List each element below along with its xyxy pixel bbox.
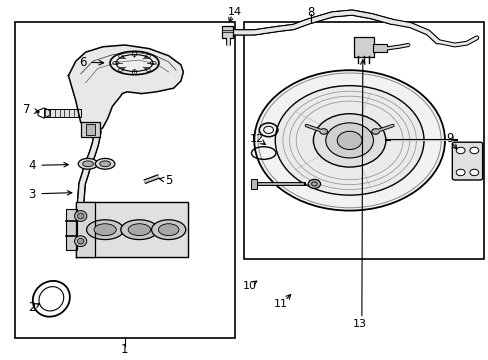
Bar (81, 122, 100, 137)
Ellipse shape (311, 182, 317, 186)
Ellipse shape (86, 220, 123, 240)
Ellipse shape (307, 179, 320, 188)
Ellipse shape (74, 211, 87, 221)
Bar (85, 124, 95, 135)
Text: 2: 2 (28, 301, 36, 314)
Bar (66, 209, 77, 250)
Text: 6: 6 (79, 56, 87, 69)
Bar (222, 30, 233, 32)
Bar (15, 22, 234, 338)
Circle shape (275, 86, 423, 195)
Circle shape (455, 147, 464, 154)
Ellipse shape (100, 161, 110, 167)
Ellipse shape (94, 224, 116, 236)
Text: 5: 5 (164, 174, 172, 186)
Text: 4: 4 (28, 159, 36, 172)
Text: 1: 1 (121, 343, 128, 356)
Ellipse shape (82, 161, 93, 167)
Text: 13: 13 (352, 319, 366, 329)
Circle shape (337, 131, 361, 149)
Polygon shape (68, 45, 183, 131)
Ellipse shape (77, 238, 84, 244)
Circle shape (371, 129, 379, 134)
Text: 8: 8 (306, 6, 314, 19)
Text: 11: 11 (274, 299, 287, 309)
Ellipse shape (74, 236, 87, 247)
Circle shape (469, 147, 478, 154)
Bar (372, 44, 386, 52)
Circle shape (313, 114, 385, 167)
Ellipse shape (77, 213, 84, 219)
Text: 3: 3 (28, 188, 36, 201)
Ellipse shape (78, 158, 98, 169)
Ellipse shape (158, 224, 179, 236)
Polygon shape (76, 202, 188, 257)
Text: 14: 14 (227, 6, 241, 17)
Bar (222, 26, 233, 38)
Bar (250, 179, 256, 189)
Text: 12: 12 (249, 134, 263, 144)
Circle shape (325, 123, 373, 158)
Ellipse shape (128, 224, 150, 236)
Bar (44, 109, 81, 117)
Circle shape (319, 129, 327, 134)
Text: 9: 9 (445, 132, 453, 145)
Ellipse shape (121, 220, 158, 240)
Polygon shape (76, 202, 95, 257)
Circle shape (469, 169, 478, 176)
Circle shape (455, 169, 464, 176)
Ellipse shape (151, 220, 185, 240)
Text: 7: 7 (23, 103, 31, 116)
Ellipse shape (110, 51, 159, 75)
Circle shape (254, 70, 444, 211)
FancyBboxPatch shape (451, 142, 482, 180)
Text: 10: 10 (242, 281, 256, 291)
FancyBboxPatch shape (353, 37, 373, 57)
Bar (244, 22, 483, 259)
Ellipse shape (95, 158, 115, 169)
